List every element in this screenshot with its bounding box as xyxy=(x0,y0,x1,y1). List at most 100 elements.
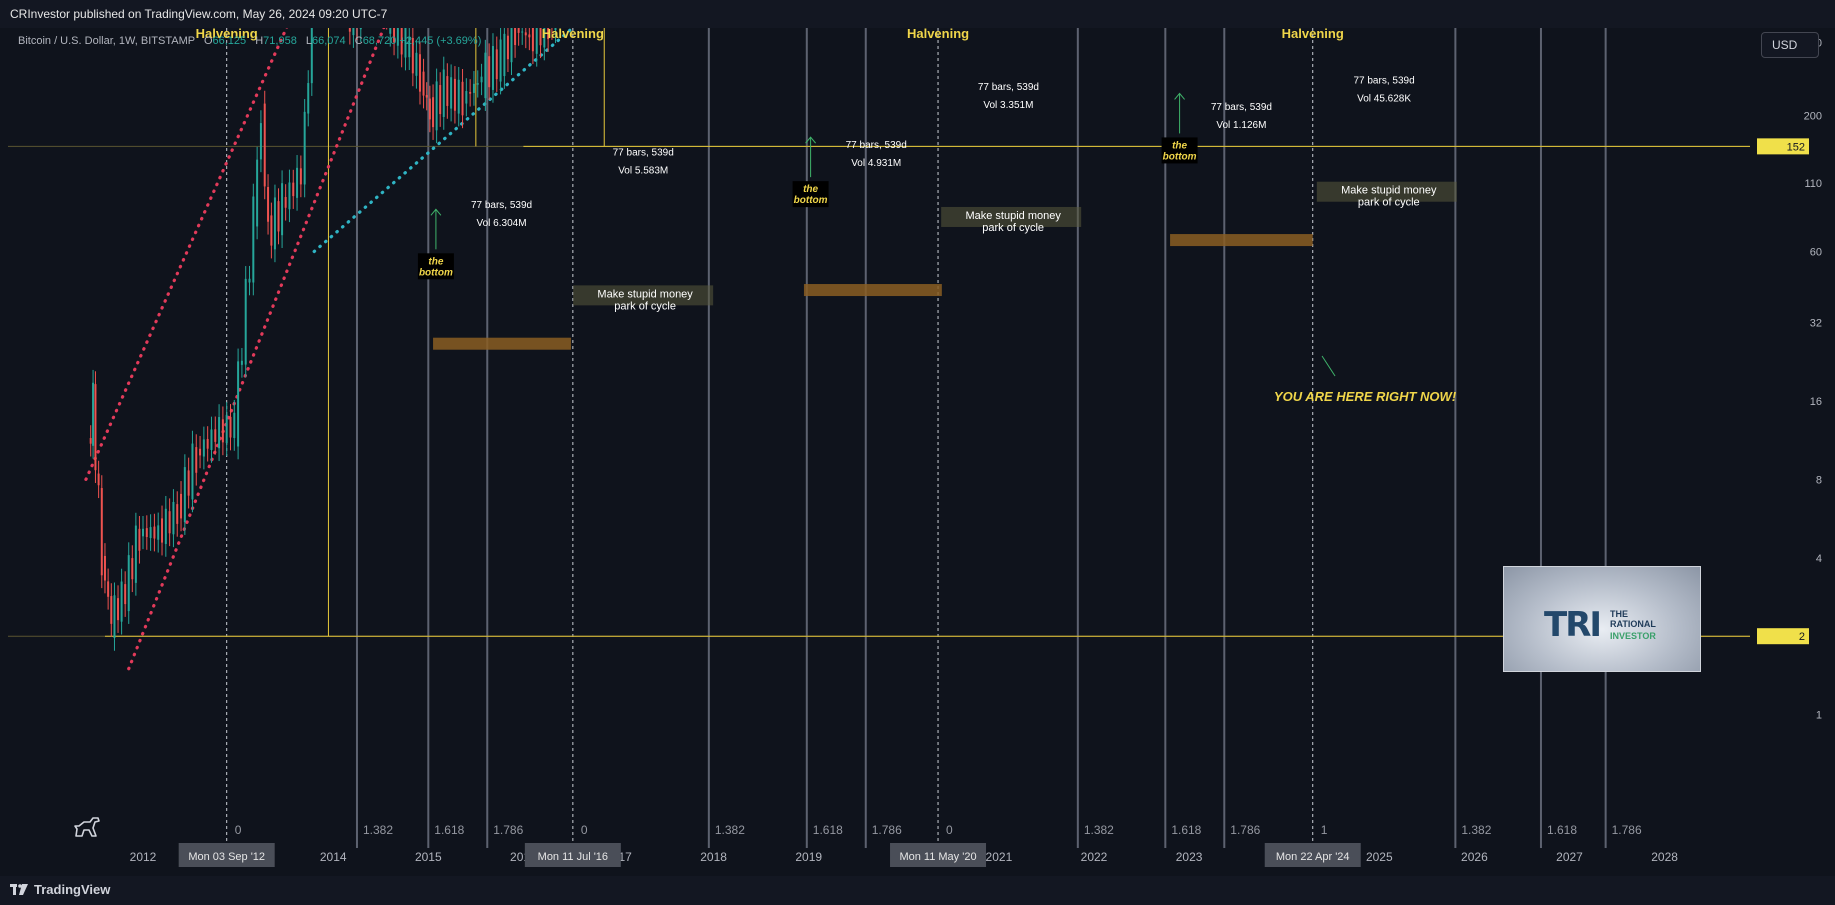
halvening-label: Halvening xyxy=(907,28,969,41)
x-axis-tick: 2028 xyxy=(1651,850,1678,864)
candle xyxy=(442,69,445,117)
candle xyxy=(117,598,120,621)
candle xyxy=(168,511,171,534)
candle xyxy=(210,429,213,450)
candle xyxy=(348,28,351,32)
candle xyxy=(404,28,407,58)
candle xyxy=(221,419,224,443)
candle xyxy=(284,197,287,208)
tri-logo-icon: TRI xyxy=(1544,605,1602,645)
chart-background xyxy=(0,28,1835,876)
bottom-label: the xyxy=(803,184,818,195)
date-label: Mon 11 May '20 xyxy=(899,851,976,863)
range-bar xyxy=(433,337,571,350)
range-bar xyxy=(803,284,942,297)
you-are-here-label: YOU ARE HERE RIGHT NOW! xyxy=(1274,389,1457,404)
y-axis-tick: 4 xyxy=(1816,553,1822,565)
candle xyxy=(92,382,95,446)
candle xyxy=(400,28,403,55)
x-axis-tick: 2015 xyxy=(415,850,442,864)
fib-label: 1.618 xyxy=(1171,823,1201,837)
candle xyxy=(521,31,524,33)
candle xyxy=(107,581,110,597)
candle xyxy=(524,32,527,36)
candle xyxy=(252,196,255,283)
bottom-label: bottom xyxy=(794,195,828,206)
symbol-name: Bitcoin / U.S. Dollar, 1W, BITSTAMP xyxy=(18,35,195,47)
candle xyxy=(480,76,483,83)
publisher-text: CRInvestor published on TradingView.com,… xyxy=(10,7,388,21)
fib-label: 1.786 xyxy=(872,823,902,837)
candle xyxy=(503,33,506,77)
range-bars-text: 77 bars, 539d xyxy=(471,200,532,211)
stupid-money-label: Make stupid money xyxy=(1341,185,1437,197)
candle xyxy=(484,52,487,99)
range-bars-text: 77 bars, 539d xyxy=(846,140,907,151)
candle xyxy=(229,416,232,438)
tradingview-logo[interactable]: TradingView xyxy=(10,882,110,897)
candle xyxy=(145,528,148,537)
fib-label: 1.786 xyxy=(493,823,523,837)
candle xyxy=(256,159,259,227)
logo-text: THE RATIONAL xyxy=(1610,609,1656,629)
bottom-bar xyxy=(0,876,1835,905)
candle xyxy=(506,35,509,60)
price-level-badge xyxy=(1757,628,1809,645)
high-prefix: H xyxy=(255,35,264,47)
range-bar xyxy=(1170,234,1313,247)
fib-label: 1.382 xyxy=(363,823,393,837)
candle xyxy=(547,28,550,40)
range-volume-text: Vol 1.126M xyxy=(1216,120,1266,131)
channel-dotted-line xyxy=(312,28,575,254)
date-label-bg xyxy=(890,843,987,867)
fib-label: 0 xyxy=(946,823,953,837)
y-axis-tick: 8 xyxy=(1816,474,1822,486)
open-prefix: O xyxy=(203,35,213,47)
candle xyxy=(415,52,418,76)
date-label: Mon 03 Sep '12 xyxy=(188,851,265,863)
candle xyxy=(97,473,100,486)
stupid-money-label: Make stupid money xyxy=(597,288,693,300)
candle xyxy=(161,518,164,543)
x-axis-tick: 2019 xyxy=(795,850,822,864)
bottom-label: the xyxy=(428,256,443,267)
channel-dotted-line xyxy=(127,28,386,671)
candle xyxy=(310,28,313,84)
high-value: 71,958 xyxy=(263,35,297,47)
range-volume-text: Vol 6.304M xyxy=(477,218,527,229)
candle xyxy=(100,488,103,576)
candle xyxy=(94,384,97,471)
candle xyxy=(425,95,428,98)
rational-investor-logo: TRI THE RATIONAL INVESTOR xyxy=(1503,566,1701,672)
candle xyxy=(110,596,113,624)
range-volume-text: Vol 5.583M xyxy=(618,166,668,177)
candle xyxy=(176,504,179,524)
candle xyxy=(183,467,186,523)
fib-label: 1.382 xyxy=(1461,823,1491,837)
dinosaur-icon[interactable] xyxy=(72,812,102,842)
candle xyxy=(134,525,137,583)
candle xyxy=(510,28,513,63)
candle xyxy=(263,103,266,187)
candle xyxy=(248,278,251,283)
close-value: 68,720 xyxy=(362,35,397,47)
candle xyxy=(535,28,538,54)
currency-button[interactable]: USD xyxy=(1761,32,1819,58)
candle xyxy=(539,28,542,46)
price-chart[interactable]: 0 1.382 1.618 1.786 0 1.382 1.618 1.786 0 1.382 1.… xyxy=(0,28,1835,876)
candle xyxy=(202,439,205,457)
candle xyxy=(153,526,156,539)
low-prefix: L xyxy=(305,35,313,47)
price-level-label: 2 xyxy=(1799,631,1805,643)
low-value: 66,074 xyxy=(312,35,346,47)
fib-label: 0 xyxy=(235,823,242,837)
candle xyxy=(214,429,217,442)
candle xyxy=(270,215,273,246)
candle xyxy=(446,76,449,106)
candle xyxy=(187,470,190,496)
bottom-label: bottom xyxy=(419,267,453,278)
candle xyxy=(488,56,491,88)
candle xyxy=(206,439,209,449)
date-label-bg xyxy=(178,843,275,867)
bottom-arrow-head xyxy=(805,136,816,144)
